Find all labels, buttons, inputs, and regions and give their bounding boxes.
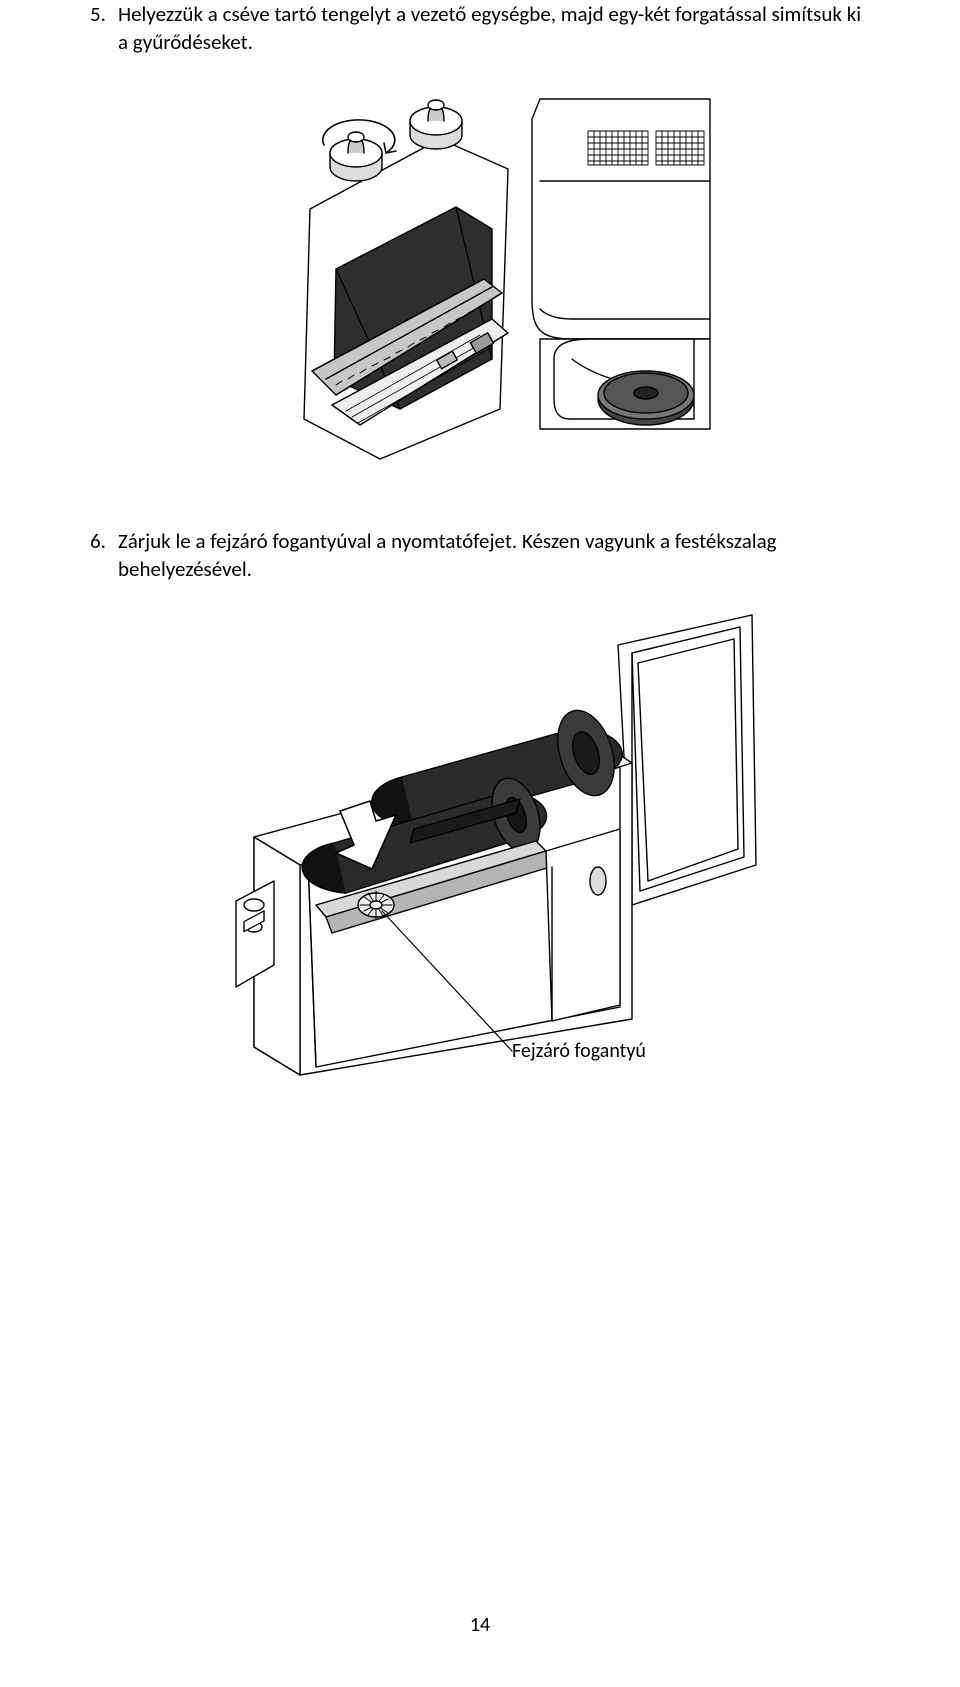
step-text: Helyezzük a cséve tartó tengelyt a vezet…: [118, 0, 870, 57]
figure-2: Fejzáró fogantyú: [90, 605, 870, 1125]
instruction-step: 6. Zárjuk le a fejzáró fogantyúval a nyo…: [90, 527, 870, 584]
callout-label-head-lock-lever: Fejzáró fogantyú: [512, 1039, 646, 1063]
instruction-step: 5. Helyezzük a cséve tartó tengelyt a ve…: [90, 0, 870, 57]
step-number: 6.: [90, 527, 118, 555]
figure-1: [90, 79, 870, 499]
page-number: 14: [0, 1613, 960, 1637]
step-text: Zárjuk le a fejzáró fogantyúval a nyomta…: [118, 527, 870, 584]
step-number: 5.: [90, 0, 118, 28]
